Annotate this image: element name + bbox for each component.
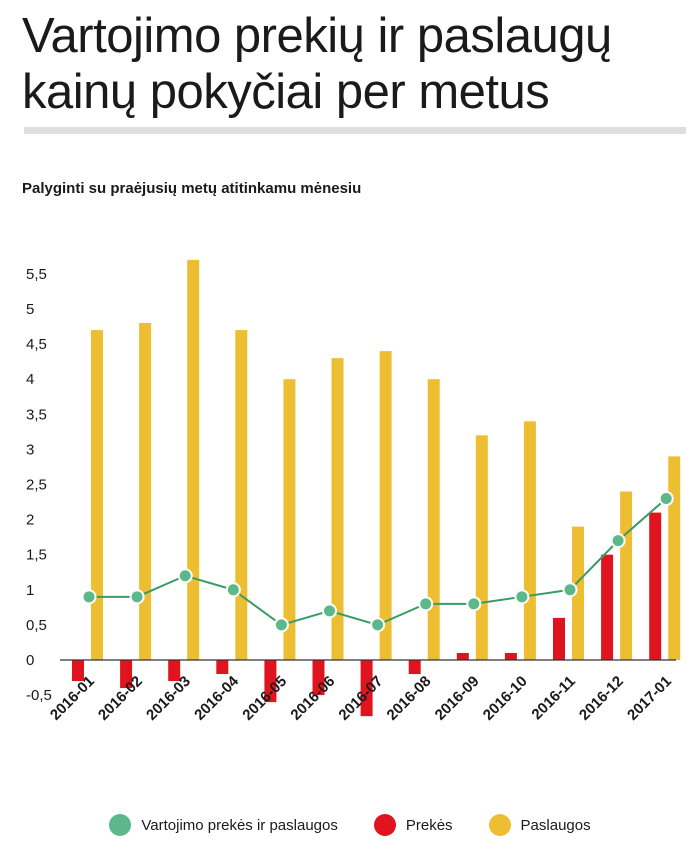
bar-goods: [504, 652, 517, 660]
y-tick-label: 1: [26, 582, 34, 599]
x-tick-label: 2016-08: [384, 673, 435, 724]
chart-legend: Vartojimo prekės ir paslaugos Prekės Pas…: [0, 814, 700, 836]
bar-services: [475, 435, 488, 660]
legend-item-total[interactable]: Vartojimo prekės ir paslaugos: [109, 814, 338, 836]
bar-services: [427, 379, 440, 660]
bar-services: [139, 323, 152, 660]
legend-item-services[interactable]: Paslaugos: [488, 814, 591, 836]
bar-goods: [168, 660, 181, 682]
bar-services: [235, 330, 248, 660]
bar-services: [331, 358, 344, 660]
bar-services: [187, 259, 200, 660]
chart-subtitle: Palyginti su praėjusių metų atitinkamu m…: [22, 180, 362, 197]
point-total: [562, 582, 578, 598]
x-tick-label: 2016-12: [576, 673, 627, 724]
x-tick-label: 2016-10: [480, 673, 531, 724]
point-total: [466, 596, 482, 612]
legend-item-goods[interactable]: Prekės: [373, 814, 453, 836]
legend-swatch-services: [488, 814, 511, 836]
y-tick-label: 4,5: [26, 336, 47, 353]
point-total: [370, 617, 386, 633]
bar-services: [523, 421, 536, 660]
x-tick-label: 2016-11: [528, 673, 578, 723]
bar-services: [379, 351, 392, 660]
point-total: [514, 589, 530, 605]
y-tick-label: 0: [26, 652, 34, 669]
bar-services: [668, 456, 681, 660]
chart-title: Vartojimo prekių ir paslaugų kainų pokyč…: [22, 9, 612, 119]
y-tick-label: 5,5: [26, 266, 47, 283]
x-tick-label: 2016-04: [191, 672, 242, 723]
point-total: [81, 589, 97, 605]
point-total: [610, 533, 626, 549]
bar-goods: [264, 660, 277, 703]
point-total: [418, 596, 434, 612]
bar-goods: [649, 512, 662, 660]
legend-label-goods: Prekės: [405, 816, 453, 834]
bar-goods: [360, 660, 373, 717]
y-tick-label: 3: [26, 441, 34, 458]
bar-goods: [120, 660, 133, 689]
bar-goods: [553, 617, 565, 660]
point-total: [322, 603, 337, 619]
y-tick-label: -0,5: [26, 687, 52, 704]
bar-goods: [216, 660, 229, 675]
point-total: [225, 582, 241, 598]
y-tick-label: 2: [26, 512, 34, 529]
bar-services: [283, 379, 296, 660]
bar-goods: [72, 660, 84, 682]
point-total: [129, 589, 145, 605]
legend-swatch-goods: [373, 814, 396, 836]
y-tick-label: 4: [26, 371, 34, 388]
y-tick-label: 5: [26, 301, 34, 318]
bar-services: [620, 491, 633, 660]
legend-swatch-total: [109, 814, 132, 836]
point-total: [273, 617, 289, 633]
title-divider: [24, 127, 686, 134]
y-tick-label: 1,5: [26, 547, 47, 564]
legend-label-total: Vartojimo prekės ir paslaugos: [141, 816, 338, 834]
x-tick-label: 2017-01: [624, 673, 675, 724]
chart-canvas: 5,554,543,532,521,510,50-0,52016-012016-…: [26, 259, 681, 724]
bar-goods: [456, 652, 469, 660]
point-total: [177, 568, 193, 584]
bar-goods: [312, 660, 325, 696]
bar-services: [572, 526, 584, 660]
y-tick-label: 0,5: [26, 617, 47, 634]
bar-goods: [408, 660, 421, 675]
y-tick-label: 3,5: [26, 406, 47, 423]
x-tick-label: 2016-09: [432, 673, 483, 724]
y-tick-label: 2,5: [26, 477, 47, 494]
bar-services: [91, 330, 103, 660]
point-total: [658, 491, 674, 507]
legend-label-services: Paslaugos: [520, 816, 591, 834]
bar-goods: [601, 554, 614, 660]
